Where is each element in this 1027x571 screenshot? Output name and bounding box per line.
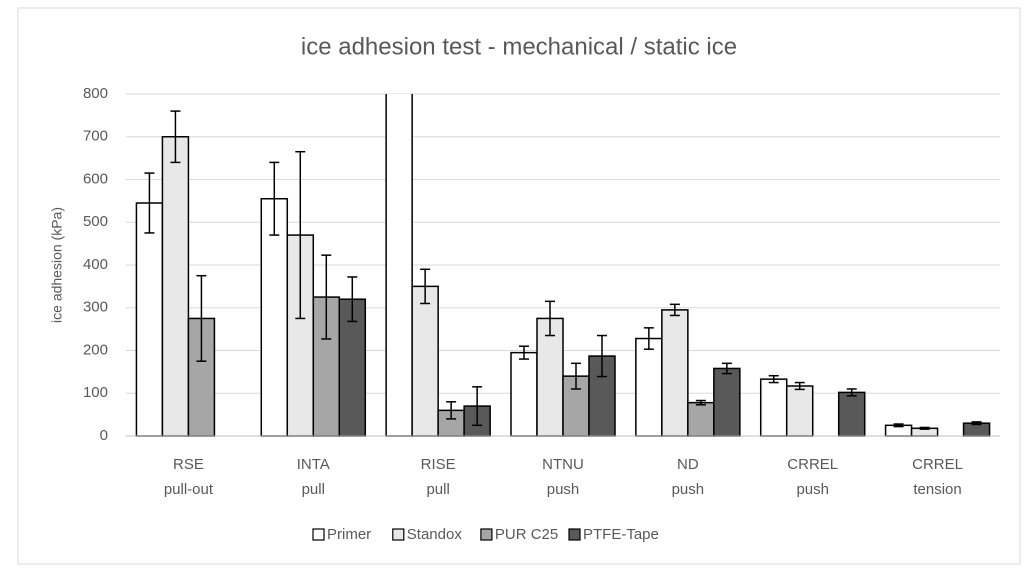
y-tick-label: 500	[83, 213, 108, 230]
legend-swatch	[312, 528, 325, 541]
x-tick-label: RISE	[421, 456, 456, 473]
bar	[510, 351, 538, 437]
error-bar	[893, 423, 904, 428]
error-bar	[971, 421, 982, 426]
legend-swatch	[568, 528, 581, 541]
error-bar	[597, 334, 607, 378]
y-tick-label: 800	[83, 85, 108, 102]
error-bar	[846, 388, 857, 397]
y-axis-label: ice adhesion (kPa)	[49, 207, 65, 323]
bar	[411, 285, 439, 437]
x-tick-label: NTNU	[542, 456, 584, 473]
error-bar	[919, 426, 930, 430]
error-bar	[446, 401, 457, 420]
error-bar	[721, 362, 732, 375]
error-bar	[571, 362, 581, 390]
error-bar	[420, 268, 431, 305]
x-tick-label: ND	[677, 456, 699, 473]
x-tick-label: tension	[913, 481, 961, 498]
x-tick-label: INTA	[297, 456, 330, 473]
legend-label: Primer	[327, 526, 371, 543]
error-bar	[347, 276, 358, 323]
bar	[837, 391, 866, 437]
error-bar	[196, 274, 207, 362]
error-bar	[794, 381, 805, 391]
y-tick-label: 300	[83, 299, 108, 316]
plot-area	[135, 94, 991, 437]
error-bar	[643, 327, 654, 350]
error-bar	[545, 300, 555, 337]
bar	[661, 309, 689, 437]
x-tick-label: CRREL	[912, 456, 963, 473]
y-tick-label: 700	[83, 128, 108, 145]
bar	[759, 378, 788, 437]
error-bar	[269, 161, 280, 236]
chart-title: ice adhesion test - mechanical / static …	[301, 33, 737, 60]
y-tick-label: 100	[83, 384, 108, 401]
legend-label: PUR C25	[495, 526, 558, 543]
bar	[385, 94, 413, 437]
bar	[635, 337, 663, 437]
x-tick-label: pull	[426, 481, 449, 498]
error-bar	[144, 172, 155, 234]
legend-swatch	[392, 528, 405, 541]
error-bar	[321, 254, 332, 340]
bar	[713, 367, 741, 437]
bar	[687, 401, 715, 437]
error-bar	[519, 345, 529, 360]
y-tick-label: 0	[100, 427, 108, 444]
legend-swatch	[480, 528, 493, 541]
y-tick-label: 400	[83, 256, 108, 273]
x-tick-label: pull-out	[164, 481, 214, 498]
legend-label: Standox	[407, 526, 463, 543]
bar	[135, 202, 164, 437]
error-bar	[695, 399, 706, 406]
x-tick-label: CRREL	[787, 456, 838, 473]
legend-label: PTFE-Tape	[583, 526, 659, 543]
y-tick-label: 600	[83, 170, 108, 187]
x-tick-label: push	[547, 481, 580, 498]
y-tick-label: 200	[83, 341, 108, 358]
bar	[785, 385, 814, 437]
x-tick-label: RSE	[173, 456, 204, 473]
error-bar	[295, 150, 306, 320]
error-bar	[768, 374, 779, 384]
x-tick-label: push	[672, 481, 705, 498]
x-tick-label: pull	[302, 481, 325, 498]
error-bar	[472, 386, 483, 427]
error-bar	[669, 303, 680, 317]
x-tick-label: push	[796, 481, 829, 498]
bar	[161, 136, 190, 437]
error-bar	[170, 110, 181, 164]
